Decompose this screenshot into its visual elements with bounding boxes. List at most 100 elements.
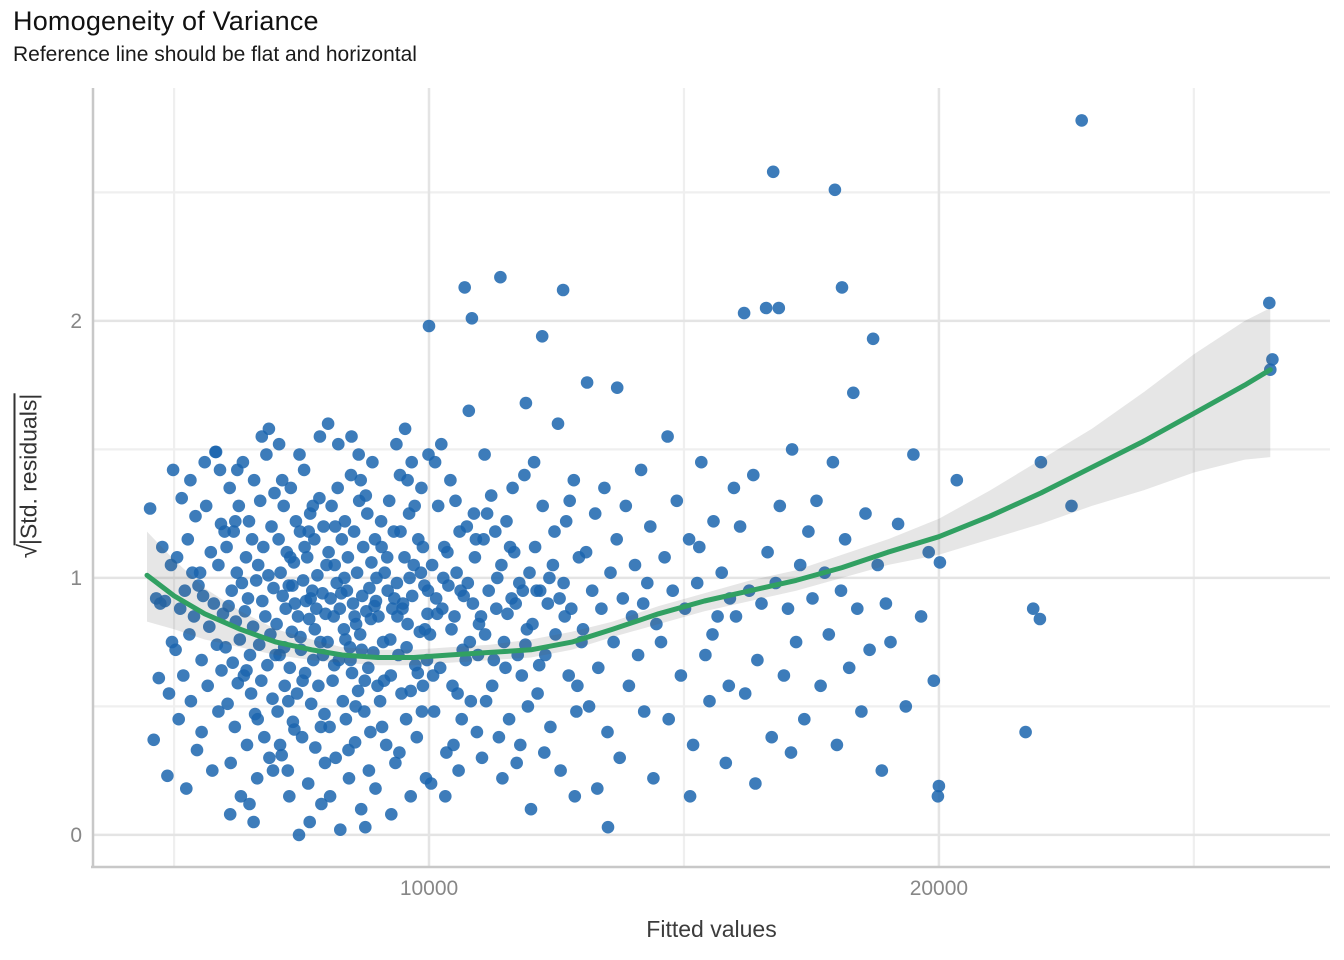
data-point xyxy=(521,700,535,713)
data-point xyxy=(324,592,337,605)
data-point xyxy=(293,525,307,538)
data-point xyxy=(899,700,913,713)
data-point xyxy=(347,525,361,538)
data-point xyxy=(814,679,827,693)
data-point xyxy=(751,653,764,667)
y-axis-title-text: |Std. residuals| xyxy=(13,393,42,546)
data-point xyxy=(634,463,648,477)
data-point xyxy=(441,545,454,559)
data-point xyxy=(158,594,172,608)
data-point xyxy=(557,576,570,590)
data-point xyxy=(1026,602,1040,615)
data-point xyxy=(601,820,615,834)
data-point xyxy=(399,712,413,726)
data-point xyxy=(276,589,290,603)
data-point xyxy=(474,610,488,623)
data-point xyxy=(475,751,489,765)
data-point xyxy=(219,641,232,654)
data-point xyxy=(494,270,507,284)
data-point xyxy=(262,569,275,582)
data-point xyxy=(338,571,351,585)
confidence-band xyxy=(147,308,1271,666)
data-point xyxy=(199,499,213,513)
data-point xyxy=(559,515,573,528)
data-point xyxy=(243,648,257,662)
data-point xyxy=(198,455,211,469)
data-point xyxy=(562,669,575,682)
data-point xyxy=(298,540,311,554)
data-point xyxy=(950,473,964,487)
data-point xyxy=(223,808,237,821)
data-point xyxy=(706,628,719,641)
data-point xyxy=(509,597,522,610)
data-point xyxy=(258,730,271,744)
data-point xyxy=(266,764,280,777)
data-point xyxy=(201,679,214,693)
data-point xyxy=(274,566,287,579)
data-point xyxy=(221,697,234,711)
data-point xyxy=(523,566,536,579)
data-point xyxy=(295,730,309,744)
data-point xyxy=(359,820,372,834)
data-point xyxy=(246,620,260,633)
data-point xyxy=(226,656,239,669)
data-point xyxy=(184,694,198,708)
data-point xyxy=(478,448,491,461)
data-point xyxy=(539,648,552,662)
data-point xyxy=(390,437,403,451)
axis-lines xyxy=(91,88,1330,869)
data-point xyxy=(312,679,325,693)
data-point xyxy=(755,597,768,610)
data-point xyxy=(1034,455,1048,469)
data-point xyxy=(369,782,382,795)
data-point xyxy=(322,545,335,559)
x-axis-title: Fitted values xyxy=(646,916,777,942)
data-point xyxy=(156,540,169,554)
data-point xyxy=(396,602,409,615)
data-point xyxy=(810,494,823,508)
data-point xyxy=(247,473,261,487)
data-point xyxy=(251,712,264,726)
data-point xyxy=(342,743,355,757)
data-point xyxy=(292,828,306,842)
data-point xyxy=(296,674,309,687)
data-point xyxy=(337,623,351,636)
data-point xyxy=(195,725,208,739)
data-point xyxy=(240,664,253,677)
data-point xyxy=(365,556,378,569)
data-point xyxy=(415,705,429,718)
data-point xyxy=(289,515,303,528)
data-point xyxy=(749,777,762,790)
data-point xyxy=(450,566,463,579)
data-point xyxy=(492,730,506,744)
data-point xyxy=(279,602,293,615)
data-point xyxy=(373,694,387,708)
data-point xyxy=(719,756,733,770)
data-point xyxy=(576,623,590,636)
data-point xyxy=(408,499,422,513)
data-point xyxy=(398,422,412,436)
data-point xyxy=(183,628,196,641)
data-point xyxy=(261,658,274,672)
data-point xyxy=(189,509,202,523)
data-point xyxy=(933,556,947,569)
data-point xyxy=(338,515,352,528)
data-point xyxy=(244,687,258,700)
data-point xyxy=(335,587,348,600)
data-point xyxy=(487,653,501,667)
data-point xyxy=(272,437,286,451)
data-point xyxy=(231,463,244,477)
data-point xyxy=(431,499,445,513)
data-point xyxy=(571,679,584,693)
data-point xyxy=(213,463,227,477)
data-point xyxy=(252,638,266,651)
data-point xyxy=(556,283,570,297)
data-point xyxy=(309,741,322,754)
data-point xyxy=(207,597,221,610)
data-point xyxy=(283,790,296,803)
data-point xyxy=(485,679,499,693)
data-point xyxy=(501,607,514,621)
data-point xyxy=(278,679,292,693)
data-point xyxy=(515,669,529,682)
